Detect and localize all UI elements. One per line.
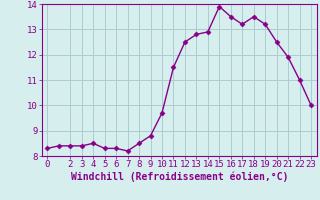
X-axis label: Windchill (Refroidissement éolien,°C): Windchill (Refroidissement éolien,°C)	[70, 172, 288, 182]
